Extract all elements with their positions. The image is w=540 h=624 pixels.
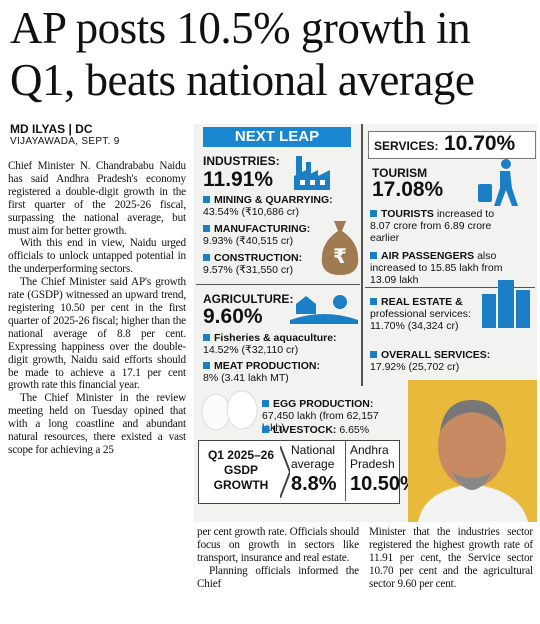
paragraph: The Chief Minister in the review meeting…	[8, 392, 186, 456]
stat-label: OVERALL SERVICES:	[381, 349, 491, 361]
stat-item: LIVESTOCK: 6.65%	[262, 424, 402, 436]
national-value: 8.8%	[291, 473, 337, 495]
svg-text:₹: ₹	[333, 244, 347, 268]
headline-line: Q1, beats national average	[10, 55, 475, 105]
headline: AP posts 10.5% growth in Q1, beats natio…	[10, 2, 535, 106]
section-label: TOURISM	[372, 166, 428, 180]
divider	[365, 287, 535, 288]
divider	[361, 124, 363, 386]
stat-item: REAL ESTATE & professional services: 11.…	[370, 296, 475, 332]
section-value: 17.08%	[372, 178, 444, 201]
portrait	[408, 380, 537, 522]
tourist-icon	[478, 159, 518, 206]
state-label: Andhra Pradesh	[350, 443, 395, 471]
stat-item: TOURISTS increased to 8.07 crore from 6.…	[370, 208, 505, 244]
stat-label: TOURISTS	[381, 208, 434, 220]
infographic-header: NEXT LEAP	[203, 127, 351, 147]
paragraph: Minister that the industries sector regi…	[369, 526, 533, 590]
paragraph: The Chief Minister said AP's growth rate…	[8, 276, 186, 392]
article-column: Minister that the industries sector regi…	[369, 526, 533, 618]
stat-label: REAL ESTATE &	[381, 296, 463, 308]
stat-item: OVERALL SERVICES: 17.92% (25,702 cr)	[370, 349, 530, 373]
stat-label: LIVESTOCK:	[273, 424, 337, 436]
divider	[196, 284, 360, 285]
stat-text: 43.54% (₹10,686 cr)	[203, 206, 299, 218]
stat-text: professional services: 11.70% (34,324 cr…	[370, 308, 471, 332]
stat-item: MANUFACTURING: 9.93% (₹40,515 cr)	[203, 223, 353, 247]
state-value: 10.50%	[350, 473, 418, 495]
section-value: 9.60%	[203, 305, 263, 328]
byline: MD ILYAS | DC	[10, 122, 93, 136]
stat-text: increased to 8.07 crore from 6.89 crore …	[370, 208, 495, 244]
national-label: National average	[291, 443, 336, 471]
factory-icon	[294, 156, 330, 190]
divider	[345, 441, 346, 501]
section-value: 10.70%	[444, 132, 516, 155]
stat-label: Fisheries & aquaculture:	[214, 332, 337, 344]
stat-label: MANUFACTURING:	[214, 223, 311, 235]
stat-item: Fisheries & aquaculture: 14.52% (₹32,110 …	[203, 332, 358, 356]
paragraph: Planning officials informed the Chief	[197, 564, 359, 590]
paragraph: Chief Minister N. Chandrababu Naidu has …	[8, 160, 186, 237]
gsdp-label: Q1 2025–26 GSDP GROWTH	[207, 448, 275, 492]
stat-item: AIR PASSENGERS also increased to 15.85 l…	[370, 250, 530, 286]
article-column: per cent growth rate. Officials should f…	[197, 526, 359, 618]
stat-text: also increased to 15.85 lakh from 13.09 …	[370, 250, 503, 286]
stat-item: MINING & QUARRYING: 43.54% (₹10,686 cr)	[203, 194, 353, 218]
stat-label: MINING & QUARRYING:	[214, 194, 333, 206]
stat-label: EGG PRODUCTION:	[273, 398, 374, 410]
headline-line: AP posts 10.5% growth in	[10, 3, 471, 53]
stat-item: MEAT PRODUCTION: 8% (3.41 lakh MT)	[203, 360, 358, 384]
paragraph: per cent growth rate. Officials should f…	[197, 526, 359, 564]
stat-label: AIR PASSENGERS	[381, 250, 475, 262]
gsdp-box	[198, 440, 400, 504]
money-bag-icon: ₹	[321, 221, 359, 275]
eggs-image	[201, 390, 258, 431]
services-box	[368, 131, 536, 159]
stat-text: 17.92% (25,702 cr)	[370, 361, 460, 373]
section-label: INDUSTRIES:	[203, 154, 280, 168]
stat-item: CONSTRUCTION: 9.57% (₹31,550 cr)	[203, 252, 353, 276]
section-label: AGRICULTURE:	[203, 292, 294, 306]
paragraph: With this end in view, Naidu urged offic…	[8, 237, 186, 276]
stat-text: 8% (3.41 lakh MT)	[203, 372, 289, 384]
stat-label: CONSTRUCTION:	[214, 252, 303, 264]
stat-text: 14.52% (₹32,110 cr)	[203, 344, 299, 356]
section-value: 11.91%	[203, 168, 274, 191]
stat-text: 9.57% (₹31,550 cr)	[203, 264, 294, 276]
buildings-icon	[482, 280, 530, 328]
arrow	[280, 446, 290, 498]
stat-text: 9.93% (₹40,515 cr)	[203, 235, 294, 247]
stat-label: MEAT PRODUCTION:	[214, 360, 320, 372]
article-column: Chief Minister N. Chandrababu Naidu has …	[8, 160, 186, 616]
farm-icon	[290, 295, 358, 324]
stat-text: 6.65%	[339, 424, 370, 436]
section-label: SERVICES:	[374, 139, 439, 153]
dateline: VIJAYAWADA, SEPT. 9	[10, 136, 120, 147]
